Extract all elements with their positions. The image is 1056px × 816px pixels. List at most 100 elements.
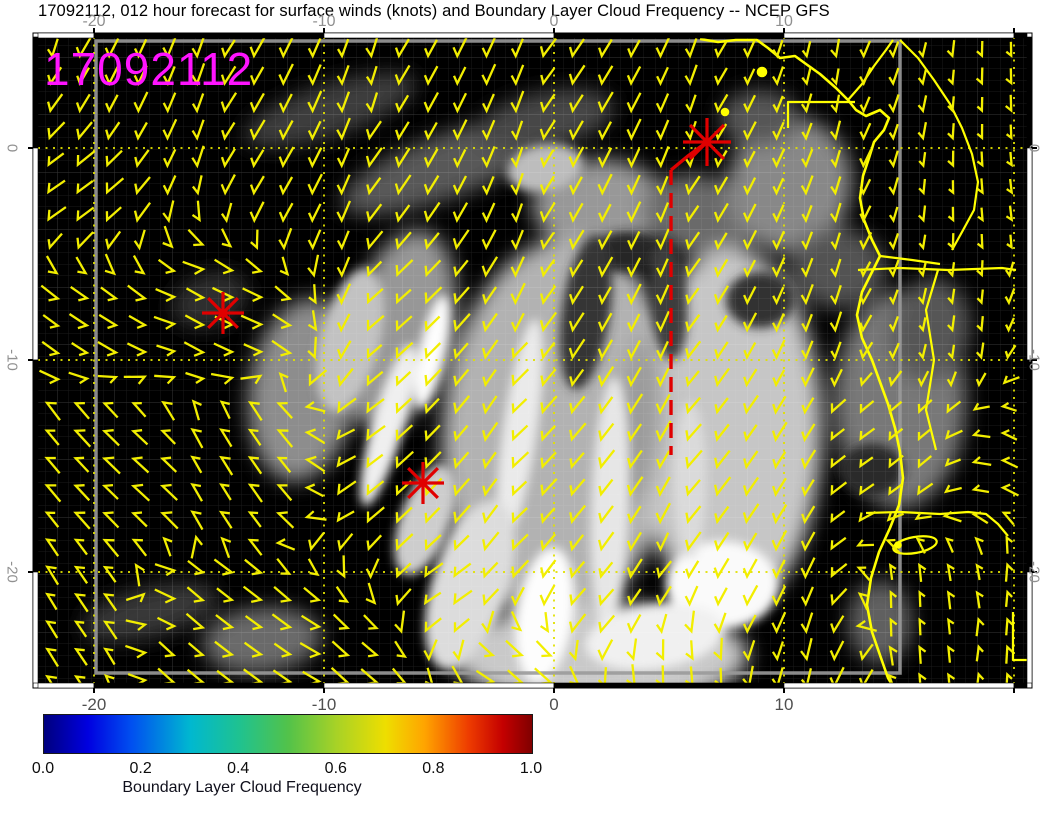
wind-barb [191,175,203,196]
wind-barb [453,342,469,360]
wind-barb [656,450,671,470]
wind-barb [481,93,495,114]
wind-barb [394,147,411,169]
map-frame [28,28,1037,693]
wind-barb [598,38,613,59]
wind-barb [568,146,585,169]
wind-barb [162,65,176,87]
wind-barb [569,368,585,388]
wind-barb [335,586,350,603]
wind-barb [918,562,927,583]
wind-barb [424,259,442,278]
wind-barb [336,555,346,579]
wind-barb [482,286,498,306]
wind-barb [127,284,148,302]
wind-barb [219,400,231,420]
wind-barb [453,148,467,169]
wind-barb [1000,456,1019,469]
wind-barb [73,620,88,638]
wind-barb [772,95,784,114]
wind-barb [453,313,471,333]
wind-barb [395,231,412,251]
y-tick-label-right: -20 [1025,561,1043,583]
wind-barb [102,401,119,419]
wind-barb [1002,375,1020,385]
wind-barb [975,563,984,581]
wind-barb [44,538,60,557]
wind-barb [424,368,442,387]
storm-track [202,118,731,504]
wind-barb [1005,644,1014,664]
wind-barb [242,287,264,303]
wind-barb [158,641,177,658]
wind-barb [830,587,848,607]
wind-barb [336,65,350,87]
wind-barb [540,451,557,470]
wind-barb [452,66,467,87]
wind-barb [337,397,357,414]
wind-barb [125,619,148,631]
wind-barb [510,229,524,251]
wind-barb [276,456,292,474]
wind-barb [539,175,555,196]
wind-barb [917,121,928,141]
wind-barb [625,664,636,683]
wind-barb [481,202,496,224]
wind-barb [97,341,119,357]
wind-barb [395,121,410,141]
wind-barb [539,584,556,607]
wind-barb [684,257,702,278]
wind-barb [830,563,848,579]
wind-barb [685,314,701,333]
wind-barb [830,536,847,551]
wind-barb [801,67,812,87]
wind-barb [482,478,498,497]
wind-barb [946,563,955,582]
wind-barb [68,313,90,330]
wind-barb [299,642,322,659]
wind-barb [947,344,956,360]
wind-barb [859,341,874,361]
wind-barb [800,586,814,607]
wind-barb [598,614,616,634]
wind-barb [481,145,496,169]
wind-barb [800,531,816,552]
wind-barb [336,428,356,441]
wind-barb [947,123,955,141]
wind-barb [482,312,498,333]
wind-barb [130,483,151,502]
wind-barb [424,424,441,442]
wind-barb [44,484,62,503]
wind-barb [713,202,729,224]
wind-barb [801,148,814,169]
wind-barb [394,64,411,87]
wind-barb [917,68,928,87]
wind-barb [44,429,60,446]
wind-barb [336,174,351,196]
country-border [857,266,1017,272]
wind-barb [394,610,406,634]
wind-barb [482,395,498,415]
wind-barb [100,286,119,302]
wind-barb [365,582,377,605]
wind-barb [153,315,177,330]
wind-barb [507,669,525,683]
wind-barb [714,67,728,87]
wind-barb [1000,429,1018,441]
wind-barb [103,647,116,666]
wind-barb [304,455,326,473]
wind-barb [366,287,384,305]
wind-barb [656,66,669,87]
wind-barb [156,344,177,357]
wind-barb [1006,151,1013,168]
wind-barb [125,644,148,659]
wind-barb [511,203,524,224]
wind-barb [47,232,63,251]
wind-barb [76,150,96,168]
wind-barb [1005,68,1013,86]
wind-barb [742,312,758,333]
country-border [786,100,855,128]
wind-barbs [39,37,1020,683]
wind-barb [859,372,873,388]
wind-barb [655,310,670,333]
